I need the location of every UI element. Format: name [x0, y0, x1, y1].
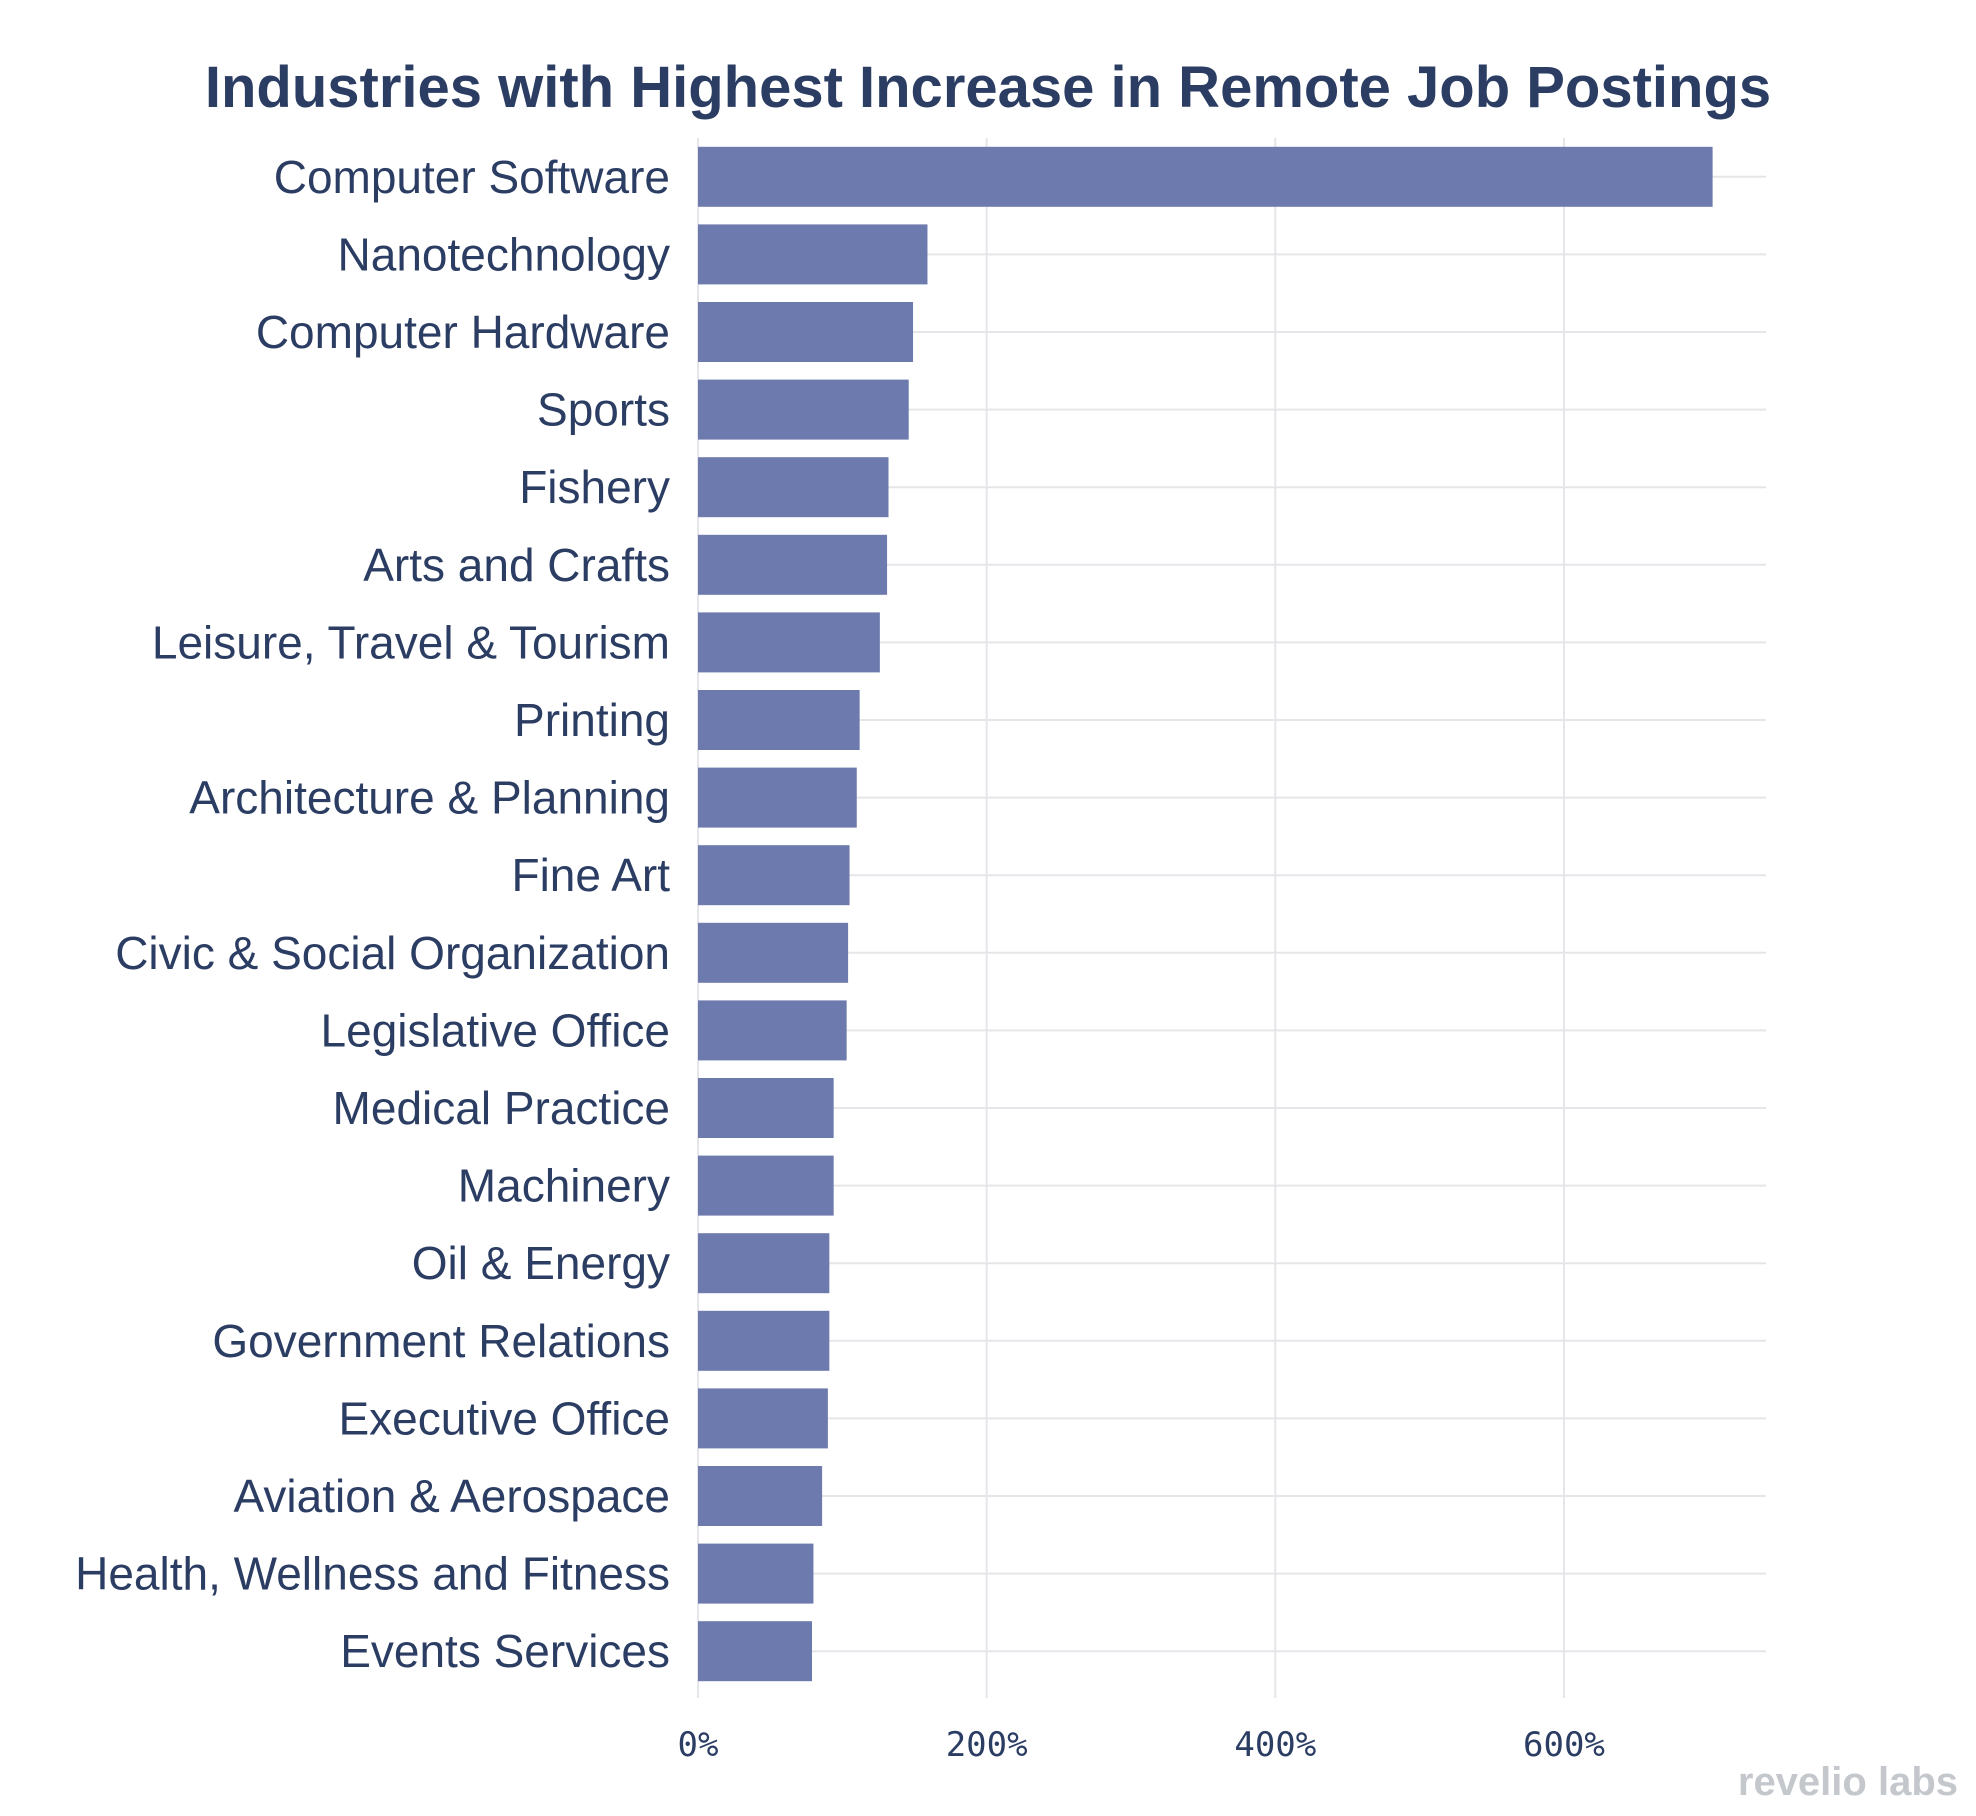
- category-label: Architecture & Planning: [189, 772, 670, 824]
- category-label: Civic & Social Organization: [115, 927, 670, 979]
- bar: [698, 534, 888, 595]
- x-axis-ticks: 0% 200% 400% 600%: [678, 1725, 1605, 1765]
- brand-logo: revelio labs: [1738, 1760, 1958, 1804]
- category-label: Computer Software: [274, 151, 670, 203]
- bar: [698, 1233, 830, 1294]
- bar: [698, 457, 889, 518]
- category-labels: Computer Software Nanotechnology Computer …: [75, 151, 670, 1677]
- category-label: Leisure, Travel & Tourism: [152, 616, 670, 668]
- category-label: Executive Office: [338, 1392, 670, 1444]
- x-tick-label: 600%: [1523, 1725, 1605, 1765]
- bar: [698, 1078, 834, 1138]
- category-label: Aviation & Aerospace: [234, 1470, 670, 1522]
- bar: [698, 1000, 847, 1061]
- bar: [698, 146, 1713, 207]
- category-label: Legislative Office: [321, 1004, 670, 1056]
- x-tick-label: 0%: [678, 1725, 719, 1765]
- x-tick-label: 400%: [1234, 1725, 1316, 1765]
- category-label: Fishery: [519, 461, 670, 513]
- category-label: Arts and Crafts: [363, 539, 670, 591]
- chart-title: Industries with Highest Increase in Remo…: [205, 55, 1771, 120]
- category-label: Printing: [514, 694, 670, 746]
- bar: [698, 845, 850, 906]
- bar: [698, 302, 914, 362]
- category-label: Oil & Energy: [412, 1237, 670, 1289]
- category-label: Nanotechnology: [338, 228, 670, 280]
- category-label: Government Relations: [212, 1315, 670, 1367]
- bar: [698, 1543, 814, 1604]
- bar: [698, 767, 857, 828]
- bar: [698, 690, 860, 750]
- category-label: Machinery: [458, 1160, 670, 1212]
- bar: [698, 1310, 830, 1371]
- bar: [698, 922, 849, 983]
- category-label: Sports: [537, 384, 670, 436]
- bar: [698, 1388, 828, 1449]
- category-label: Events Services: [340, 1625, 670, 1677]
- bar: [698, 1621, 813, 1682]
- bar: [698, 1155, 834, 1216]
- bar: [698, 1466, 823, 1526]
- bar: [698, 612, 880, 673]
- category-label: Computer Hardware: [256, 306, 670, 358]
- bar-layer: [698, 146, 1713, 1682]
- bar: [698, 224, 928, 285]
- x-tick-label: 200%: [946, 1725, 1028, 1765]
- category-label: Health, Wellness and Fitness: [75, 1548, 670, 1600]
- category-label: Medical Practice: [333, 1082, 670, 1134]
- grid-layer: [697, 138, 1766, 1698]
- bar: [698, 379, 909, 440]
- category-label: Fine Art: [511, 849, 670, 901]
